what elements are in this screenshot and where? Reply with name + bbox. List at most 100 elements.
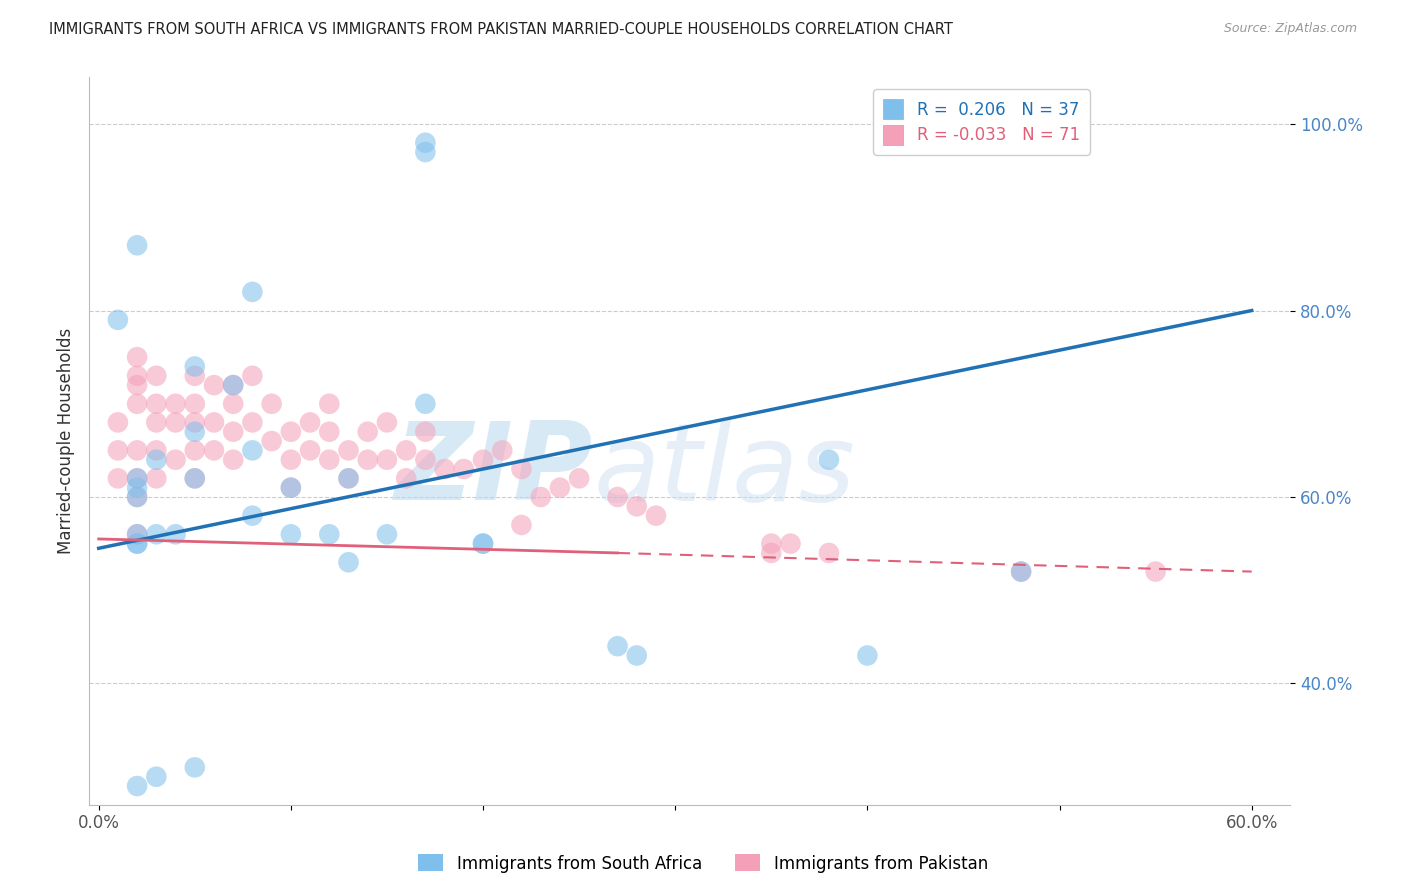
Point xyxy=(184,760,207,774)
Point xyxy=(472,536,495,550)
Point xyxy=(127,350,149,364)
Point xyxy=(761,536,783,550)
Point xyxy=(242,508,264,523)
Point xyxy=(127,779,149,793)
Point xyxy=(127,443,149,458)
Legend: R =  0.206   N = 37, R = -0.033   N = 71: R = 0.206 N = 37, R = -0.033 N = 71 xyxy=(873,89,1090,154)
Point xyxy=(280,481,302,495)
Point xyxy=(242,368,264,383)
Point xyxy=(530,490,553,504)
Point xyxy=(299,416,322,430)
Point xyxy=(548,481,571,495)
Legend: Immigrants from South Africa, Immigrants from Pakistan: Immigrants from South Africa, Immigrants… xyxy=(412,847,994,880)
Point xyxy=(357,425,380,439)
Point xyxy=(184,397,207,411)
Point xyxy=(145,368,167,383)
Point xyxy=(184,425,207,439)
Point xyxy=(415,425,437,439)
Point xyxy=(1010,565,1032,579)
Point xyxy=(127,368,149,383)
Point xyxy=(222,378,245,392)
Point xyxy=(818,452,841,467)
Point xyxy=(242,443,264,458)
Point xyxy=(107,416,129,430)
Text: atlas: atlas xyxy=(593,417,855,523)
Point xyxy=(127,490,149,504)
Point xyxy=(645,508,668,523)
Point xyxy=(415,136,437,150)
Point xyxy=(818,546,841,560)
Point xyxy=(318,527,340,541)
Point xyxy=(606,490,628,504)
Point xyxy=(491,443,513,458)
Point xyxy=(318,425,340,439)
Point xyxy=(299,443,322,458)
Point xyxy=(242,416,264,430)
Point xyxy=(280,481,302,495)
Point xyxy=(337,555,360,569)
Point xyxy=(202,443,225,458)
Point xyxy=(280,425,302,439)
Point xyxy=(510,462,533,476)
Point xyxy=(626,500,648,514)
Point xyxy=(127,397,149,411)
Point xyxy=(395,443,418,458)
Point xyxy=(357,452,380,467)
Point xyxy=(184,471,207,485)
Point xyxy=(202,378,225,392)
Point xyxy=(260,397,283,411)
Point xyxy=(856,648,879,663)
Point xyxy=(107,471,129,485)
Y-axis label: Married-couple Households: Married-couple Households xyxy=(58,328,75,554)
Point xyxy=(510,518,533,533)
Point xyxy=(184,471,207,485)
Text: ZIP: ZIP xyxy=(395,417,593,523)
Point xyxy=(337,443,360,458)
Point xyxy=(415,145,437,159)
Point xyxy=(145,416,167,430)
Point xyxy=(145,770,167,784)
Point xyxy=(184,368,207,383)
Point xyxy=(242,285,264,299)
Point xyxy=(280,452,302,467)
Point xyxy=(395,471,418,485)
Point xyxy=(145,397,167,411)
Text: IMMIGRANTS FROM SOUTH AFRICA VS IMMIGRANTS FROM PAKISTAN MARRIED-COUPLE HOUSEHOL: IMMIGRANTS FROM SOUTH AFRICA VS IMMIGRAN… xyxy=(49,22,953,37)
Point xyxy=(127,536,149,550)
Point xyxy=(127,527,149,541)
Point xyxy=(127,471,149,485)
Point xyxy=(280,527,302,541)
Point xyxy=(453,462,475,476)
Point xyxy=(165,452,187,467)
Point xyxy=(127,471,149,485)
Point xyxy=(184,359,207,374)
Point xyxy=(184,416,207,430)
Point xyxy=(127,378,149,392)
Point xyxy=(318,397,340,411)
Point xyxy=(472,452,495,467)
Point xyxy=(127,490,149,504)
Point xyxy=(127,238,149,252)
Point xyxy=(107,313,129,327)
Point xyxy=(337,471,360,485)
Point xyxy=(145,527,167,541)
Point xyxy=(318,452,340,467)
Point xyxy=(127,527,149,541)
Point xyxy=(222,452,245,467)
Point xyxy=(337,471,360,485)
Point xyxy=(165,527,187,541)
Text: Source: ZipAtlas.com: Source: ZipAtlas.com xyxy=(1223,22,1357,36)
Point xyxy=(568,471,591,485)
Point xyxy=(779,536,801,550)
Point xyxy=(375,527,398,541)
Point xyxy=(606,639,628,653)
Point xyxy=(1144,565,1167,579)
Point xyxy=(127,481,149,495)
Point xyxy=(107,443,129,458)
Point xyxy=(375,416,398,430)
Point xyxy=(145,443,167,458)
Point xyxy=(222,378,245,392)
Point xyxy=(184,443,207,458)
Point xyxy=(1010,565,1032,579)
Point xyxy=(165,397,187,411)
